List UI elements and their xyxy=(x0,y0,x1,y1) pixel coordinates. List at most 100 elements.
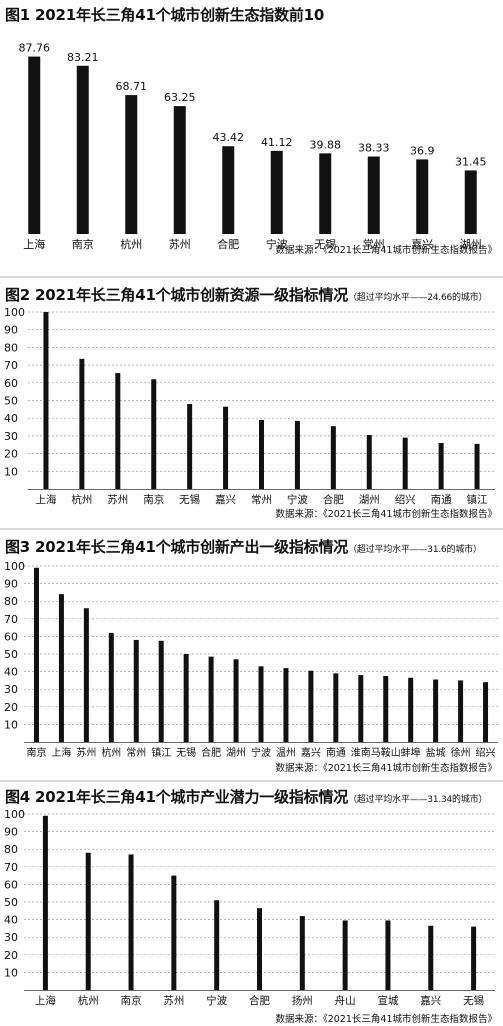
y-tick-label: 50 xyxy=(4,896,18,909)
chart-title-text: 图2 2021年长三角41个城市创新资源一级指标情况 xyxy=(5,286,349,304)
bar-湖州 xyxy=(233,659,239,742)
bar-宁波 xyxy=(258,666,264,742)
x-tick-label: 淮南 xyxy=(351,746,371,759)
bar-常州 xyxy=(133,639,139,742)
x-tick-label: 杭州 xyxy=(120,237,142,251)
bar-温州 xyxy=(283,668,289,742)
chart-note: （超过平均水平——31.6的城市） xyxy=(348,545,482,555)
bar-宣城 xyxy=(385,920,391,990)
bar-苏州 xyxy=(171,875,177,990)
x-tick-label: 上海 xyxy=(51,746,71,759)
x-tick-label: 湖州 xyxy=(359,494,380,506)
bar-合肥 xyxy=(257,908,262,990)
data-label: 68.71 xyxy=(116,80,148,93)
x-tick-label: 绍兴 xyxy=(476,746,496,759)
y-tick-label: 20 xyxy=(4,701,18,714)
chart-panel-4: 图4 2021年长三角41个城市产业潜力一级指标情况（超过平均水平——31.34… xyxy=(0,784,503,1026)
x-tick-label: 杭州 xyxy=(101,746,121,759)
data-label: 63.25 xyxy=(164,91,196,104)
bar-绍兴 xyxy=(483,682,489,742)
bar-嘉兴 xyxy=(223,406,229,489)
x-tick-label: 扬州 xyxy=(292,994,313,1007)
x-tick-label: 无锡 xyxy=(179,493,200,506)
y-tick-label: 60 xyxy=(4,377,18,390)
data-label: 43.42 xyxy=(213,131,245,144)
x-tick-label: 合肥 xyxy=(217,237,239,251)
x-tick-label: 马鞍山 xyxy=(371,746,401,759)
y-tick-label: 90 xyxy=(4,578,18,591)
chart-title-text: 图3 2021年长三角41个城市创新产出一级指标情况 xyxy=(5,538,349,556)
data-label: 36.9 xyxy=(410,144,435,157)
bar-湖州 xyxy=(366,435,372,489)
bar-无锡 xyxy=(183,654,189,742)
bar-常州 xyxy=(367,156,380,234)
x-tick-label: 无锡 xyxy=(314,237,336,251)
x-tick-label: 宁波 xyxy=(287,493,308,506)
x-tick-label: 合肥 xyxy=(249,994,270,1007)
x-tick-label: 宁波 xyxy=(206,994,227,1007)
bar-镇江 xyxy=(158,640,164,742)
bar-杭州 xyxy=(108,632,114,742)
bar-南通 xyxy=(438,442,444,489)
bar-南通 xyxy=(333,673,339,742)
bar-马鞍山 xyxy=(383,676,389,742)
x-tick-label: 合肥 xyxy=(201,746,221,759)
x-tick-label: 湖州 xyxy=(460,238,482,251)
bar-舟山 xyxy=(342,920,348,990)
chart-title-text: 图1 2021年长三角41个城市创新生态指数前10 xyxy=(5,6,325,24)
bar-扬州 xyxy=(299,916,305,990)
y-tick-label: 30 xyxy=(4,683,18,696)
divider xyxy=(0,780,503,782)
data-label: 83.21 xyxy=(67,51,99,64)
x-tick-label: 嘉兴 xyxy=(301,746,321,759)
data-source: 数据来源：《2021长三角41城市创新生态指数报告》 xyxy=(275,245,497,256)
y-tick-label: 70 xyxy=(4,861,18,874)
x-tick-label: 杭州 xyxy=(71,493,92,506)
bar-湖州 xyxy=(464,170,477,234)
y-tick-label: 80 xyxy=(4,341,18,354)
x-tick-label: 苏州 xyxy=(76,746,96,759)
bar-宁波 xyxy=(294,420,300,489)
data-source: 数据来源：《2021长三角41城市创新生态指数报告》 xyxy=(275,763,497,774)
x-tick-label: 常州 xyxy=(251,493,272,506)
y-tick-label: 80 xyxy=(4,595,18,608)
chart-title: 图4 2021年长三角41个城市产业潜力一级指标情况（超过平均水平——31.34… xyxy=(5,786,487,807)
bar-绍兴 xyxy=(402,437,408,489)
bar-南京 xyxy=(76,65,89,234)
x-tick-label: 常州 xyxy=(126,746,146,759)
x-tick-label: 南通 xyxy=(431,493,452,506)
chart-title: 图3 2021年长三角41个城市创新产出一级指标情况（超过平均水平——31.6的… xyxy=(5,536,482,557)
bar-杭州 xyxy=(125,95,138,234)
bar-南京 xyxy=(33,567,39,742)
y-tick-label: 60 xyxy=(4,630,18,643)
x-tick-label: 宁波 xyxy=(251,746,271,759)
x-tick-label: 上海 xyxy=(23,237,45,251)
y-tick-label: 70 xyxy=(4,613,18,626)
x-tick-label: 上海 xyxy=(35,994,56,1007)
x-tick-label: 盐城 xyxy=(426,746,446,759)
bar-chart-innovation-output: 10 20 30 40 50 60 70 80 90 100 南京 上海 苏州 杭州 常州 镇江 无锡 合肥 湖州宁… xyxy=(4,560,498,759)
x-tick-label: 南京 xyxy=(143,493,164,506)
x-tick-label: 湖州 xyxy=(226,747,246,759)
chart-note: （超过平均水平——24.66的城市） xyxy=(348,293,488,303)
y-tick-label: 10 xyxy=(4,966,18,979)
y-tick-label: 40 xyxy=(4,914,18,927)
bar-杭州 xyxy=(79,358,85,489)
bar-合肥 xyxy=(208,656,214,742)
data-label: 41.12 xyxy=(261,136,293,149)
bar-chart-industry-potential: 10 20 30 40 50 60 70 80 90 100 上海 杭州 南京 苏州 宁波 合肥 扬州 舟山 宣城 嘉… xyxy=(4,808,495,1007)
bar-无锡 xyxy=(187,404,193,489)
bar-苏州 xyxy=(115,373,121,489)
y-tick-label: 10 xyxy=(4,465,18,478)
x-tick-label: 南京 xyxy=(121,994,142,1007)
bar-宁波 xyxy=(270,150,283,234)
x-tick-label: 嘉兴 xyxy=(215,493,236,506)
bar-苏州 xyxy=(173,106,186,234)
y-tick-label: 30 xyxy=(4,430,18,443)
x-tick-label: 南京 xyxy=(72,237,94,251)
data-source: 数据来源：《2021长三角41城市创新生态指数报告》 xyxy=(275,509,497,520)
data-label: 87.76 xyxy=(19,42,51,55)
bar-无锡 xyxy=(471,926,477,990)
y-tick-label: 100 xyxy=(4,808,25,821)
x-tick-label: 南京 xyxy=(26,746,46,759)
